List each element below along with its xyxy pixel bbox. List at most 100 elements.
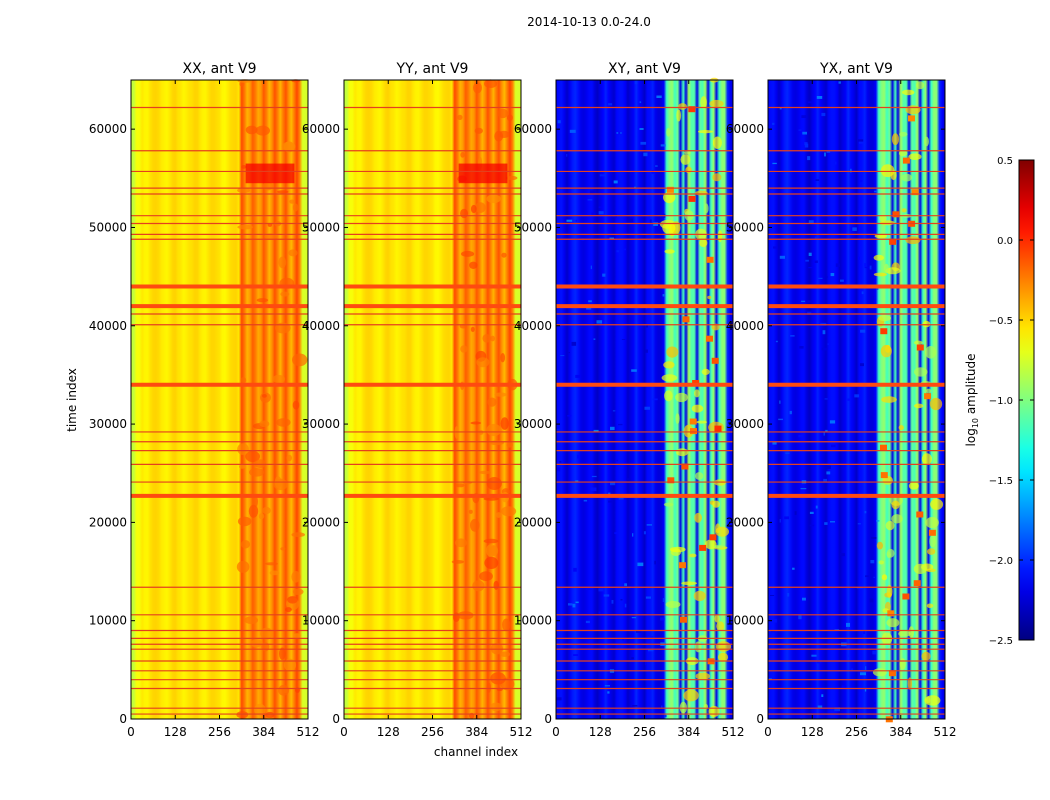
noise-speckle: [815, 505, 818, 509]
noise-speckle: [835, 263, 840, 267]
band-texture: [457, 611, 474, 620]
x-tick-label: 128: [801, 725, 824, 739]
noise-speckle: [771, 618, 777, 623]
band-texture: [483, 497, 499, 501]
band-texture: [665, 601, 681, 608]
x-tick-label: 0: [340, 725, 348, 739]
colorbar-tick-label: −1.5: [989, 476, 1013, 487]
band-texture: [694, 389, 700, 398]
band-texture: [921, 453, 933, 465]
band-texture: [676, 448, 689, 457]
y-tick-label: 30000: [514, 417, 552, 431]
colorbar-tick-label: −0.5: [989, 316, 1013, 327]
panel-title: XY, ant V9: [608, 61, 681, 77]
bright-spot: [902, 593, 910, 600]
noise-speckle: [860, 672, 866, 676]
bright-spot: [706, 256, 714, 263]
band-texture: [494, 392, 507, 397]
y-tick-label: 50000: [89, 220, 127, 234]
noise-speckle: [814, 260, 818, 263]
band-texture: [262, 394, 267, 398]
noise-speckle: [847, 398, 852, 401]
x-tick-label: 512: [934, 725, 957, 739]
bright-spot: [678, 562, 686, 569]
noise-speckle: [799, 346, 804, 349]
noise-speckle: [864, 688, 867, 692]
band-texture: [924, 136, 929, 147]
band-texture: [490, 335, 496, 342]
band-texture: [713, 544, 725, 549]
band-texture: [470, 518, 480, 532]
band-texture: [255, 125, 270, 136]
noise-speckle: [864, 266, 871, 269]
y-tick-label: 50000: [726, 220, 764, 234]
noise-speckle: [821, 694, 824, 697]
noise-speckle: [590, 380, 596, 384]
hot-region: [245, 163, 295, 184]
bright-spot: [913, 580, 921, 587]
band-texture: [269, 570, 280, 576]
noise-speckle: [622, 639, 624, 641]
noise-speckle: [859, 180, 863, 182]
figure-title: 2014-10-13 0.0-24.0: [527, 15, 651, 29]
band-texture: [253, 496, 258, 507]
noise-speckle: [871, 296, 874, 300]
noise-speckle: [587, 199, 593, 201]
noise-speckle: [608, 500, 614, 503]
noise-speckle: [618, 131, 621, 135]
band-texture: [240, 540, 251, 549]
noise-speckle: [583, 499, 588, 502]
band-texture: [493, 580, 499, 590]
noise-speckle: [815, 179, 820, 181]
noise-speckle: [652, 398, 658, 401]
noise-speckle: [871, 702, 876, 704]
noise-speckle: [590, 265, 592, 270]
y-tick-label: 10000: [302, 614, 340, 628]
bright-spot: [924, 393, 932, 400]
noise-speckle: [778, 418, 783, 421]
band-texture: [666, 346, 679, 358]
band-texture: [479, 571, 493, 582]
band-texture: [891, 500, 900, 510]
band-texture: [701, 368, 710, 375]
noise-speckle: [618, 423, 623, 426]
band-texture: [262, 506, 271, 515]
noise-speckle: [826, 471, 831, 475]
band-texture: [922, 320, 931, 328]
noise-speckle: [647, 635, 654, 638]
colorbar-label: log10 amplitude: [964, 354, 980, 447]
y-tick-label: 40000: [514, 319, 552, 333]
noise-speckle: [864, 510, 867, 514]
band-texture: [901, 208, 907, 213]
noise-speckle: [636, 630, 642, 633]
noise-speckle: [792, 567, 795, 570]
band-texture: [880, 344, 892, 358]
noise-speckle: [632, 533, 634, 537]
noise-speckle: [824, 398, 828, 400]
noise-speckle: [821, 668, 823, 672]
band-texture: [685, 166, 692, 174]
band-texture: [461, 250, 475, 257]
band-texture: [890, 170, 897, 181]
band-texture: [236, 711, 249, 719]
band-texture: [291, 532, 306, 538]
band-texture: [913, 367, 928, 377]
noise-speckle: [572, 603, 576, 608]
noise-speckle: [824, 522, 828, 525]
noise-speckle: [861, 291, 864, 295]
y-tick-label: 60000: [514, 122, 552, 136]
band-texture: [469, 261, 478, 269]
noise-speckle: [620, 644, 622, 648]
x-tick-label: 256: [845, 725, 868, 739]
band-texture: [873, 254, 884, 261]
noise-speckle: [826, 151, 831, 153]
band-texture: [898, 150, 908, 157]
band-texture: [276, 418, 291, 427]
noise-speckle: [854, 394, 860, 398]
band-texture: [239, 464, 246, 469]
hot-region: [458, 163, 508, 184]
band-texture: [278, 256, 287, 269]
band-texture: [908, 153, 922, 160]
noise-speckle: [649, 219, 652, 224]
noise-speckle: [644, 661, 646, 666]
